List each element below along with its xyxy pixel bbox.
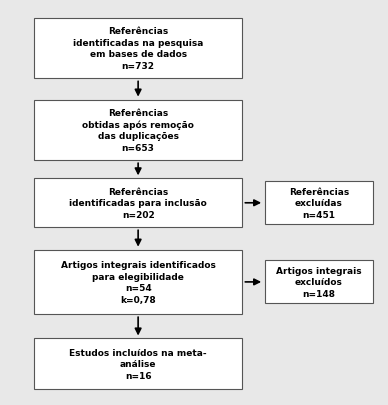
Text: Referências: Referências	[108, 27, 168, 36]
Text: Referências: Referências	[108, 109, 168, 117]
FancyBboxPatch shape	[34, 250, 242, 314]
Text: excluídos: excluídos	[295, 278, 343, 287]
Text: das duplicações: das duplicações	[98, 132, 178, 141]
FancyBboxPatch shape	[34, 19, 242, 79]
Text: identificadas para inclusão: identificadas para inclusão	[69, 199, 207, 208]
Text: n=202: n=202	[122, 211, 154, 220]
Text: Referências: Referências	[289, 187, 349, 196]
Text: Referências: Referências	[108, 187, 168, 196]
Text: análise: análise	[120, 359, 156, 368]
Text: k=0,78: k=0,78	[120, 295, 156, 304]
Text: n=653: n=653	[122, 144, 154, 153]
Text: n=148: n=148	[302, 290, 335, 298]
Text: n=732: n=732	[121, 62, 155, 71]
FancyBboxPatch shape	[34, 100, 242, 161]
Text: n=451: n=451	[302, 211, 335, 220]
Text: Estudos incluídos na meta-: Estudos incluídos na meta-	[69, 348, 207, 357]
Text: Artigos integrais: Artigos integrais	[276, 266, 362, 275]
FancyBboxPatch shape	[265, 182, 373, 225]
Text: obtidas após remoção: obtidas após remoção	[82, 120, 194, 130]
FancyBboxPatch shape	[265, 261, 373, 304]
Text: para elegibilidade: para elegibilidade	[92, 272, 184, 281]
Text: n=16: n=16	[125, 371, 151, 380]
FancyBboxPatch shape	[34, 179, 242, 228]
Text: excluídas: excluídas	[295, 199, 343, 208]
Text: n=54: n=54	[125, 284, 151, 292]
Text: Artigos integrais identificados: Artigos integrais identificados	[61, 260, 216, 269]
Text: identificadas na pesquisa: identificadas na pesquisa	[73, 38, 203, 47]
Text: em bases de dados: em bases de dados	[90, 50, 187, 59]
FancyBboxPatch shape	[34, 339, 242, 389]
